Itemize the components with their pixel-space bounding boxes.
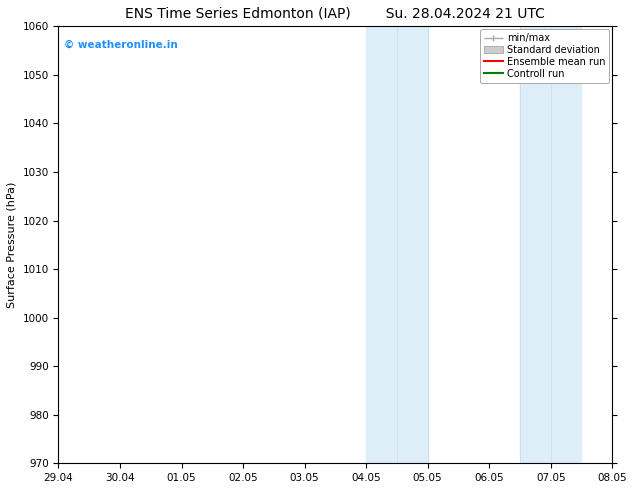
Bar <box>366 26 428 464</box>
Title: ENS Time Series Edmonton (IAP)        Su. 28.04.2024 21 UTC: ENS Time Series Edmonton (IAP) Su. 28.04… <box>126 7 545 21</box>
Bar <box>520 26 581 464</box>
Text: © weatheronline.in: © weatheronline.in <box>64 39 178 49</box>
Legend: min/max, Standard deviation, Ensemble mean run, Controll run: min/max, Standard deviation, Ensemble me… <box>480 29 609 83</box>
Y-axis label: Surface Pressure (hPa): Surface Pressure (hPa) <box>7 182 17 308</box>
